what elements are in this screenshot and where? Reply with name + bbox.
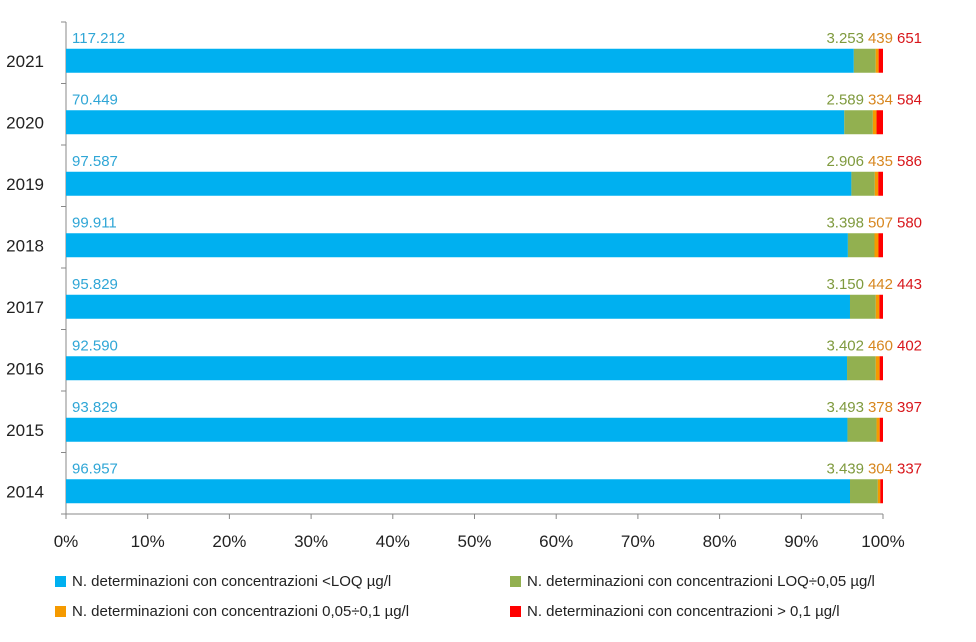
bar-segment-2015-series-2 [847, 417, 877, 442]
bar-segment-2019-series-3 [874, 171, 879, 196]
bar-segment-2014-series-3 [877, 479, 881, 504]
bar-segment-2016-series-1 [66, 356, 848, 381]
data-label-2021-series-2: 3.253 [826, 30, 864, 47]
x-tick-label: 0% [54, 532, 79, 551]
category-label: 2021 [6, 52, 44, 71]
category-label: 2014 [6, 482, 44, 501]
x-tick-label: 50% [457, 532, 491, 551]
bar-segment-2020-series-3 [872, 110, 877, 135]
category-label: 2016 [6, 359, 44, 378]
bar-segment-2021-series-4 [878, 48, 883, 73]
data-label-2018-series-1: 99.911 [72, 214, 117, 231]
data-label-2018-series-3: 507 [868, 214, 893, 231]
bar-segment-2018-series-2 [847, 233, 875, 258]
x-tick-label: 10% [131, 532, 165, 551]
category-label: 2020 [6, 113, 44, 132]
x-tick-label: 20% [212, 532, 246, 551]
x-tick-label: 60% [539, 532, 573, 551]
data-label-2018-series-2: 3.398 [826, 214, 864, 231]
data-label-2015-series-4: 397 [897, 399, 922, 416]
data-label-2017-series-1: 95.829 [72, 276, 118, 293]
data-label-2018-series-4: 580 [897, 214, 922, 231]
data-label-2016-series-1: 92.590 [72, 337, 118, 354]
bar-segment-2018-series-1 [66, 233, 848, 258]
data-label-2016-series-3: 460 [868, 337, 893, 354]
data-label-2019-series-4: 586 [897, 153, 922, 170]
bar-segment-2020-series-2 [844, 110, 873, 135]
data-label-2016-series-4: 402 [897, 337, 922, 354]
data-label-2017-series-4: 443 [897, 276, 922, 293]
data-label-2019-series-1: 97.587 [72, 153, 118, 170]
data-label-2015-series-2: 3.493 [826, 399, 864, 416]
data-label-2016-series-2: 3.402 [826, 337, 864, 354]
bar-segment-2018-series-4 [878, 233, 883, 258]
bar-segment-2017-series-1 [66, 294, 850, 319]
data-label-2020-series-1: 70.449 [72, 91, 118, 108]
bar-segment-2019-series-4 [878, 171, 883, 196]
bar-segment-2014-series-1 [66, 479, 851, 504]
category-label: 2019 [6, 175, 44, 194]
bar-segment-2014-series-2 [850, 479, 878, 504]
bar-segment-2017-series-4 [879, 294, 883, 319]
x-tick-label: 90% [784, 532, 818, 551]
data-label-2020-series-4: 584 [897, 91, 922, 108]
bar-segment-2017-series-2 [849, 294, 876, 319]
bar-segment-2021-series-3 [875, 48, 879, 73]
data-label-2014-series-2: 3.439 [826, 460, 864, 477]
bar-segment-2021-series-2 [853, 48, 876, 73]
category-label: 2017 [6, 298, 44, 317]
bar-segment-2018-series-3 [874, 233, 879, 258]
bar-segment-2015-series-3 [876, 417, 880, 442]
bar-segment-2019-series-1 [66, 171, 852, 196]
bar-segment-2014-series-4 [880, 479, 883, 504]
bar-segment-2016-series-3 [875, 356, 880, 381]
bar-segment-2015-series-1 [66, 417, 848, 442]
data-label-2015-series-1: 93.829 [72, 399, 118, 416]
bar-segment-2020-series-1 [66, 110, 845, 135]
bar-segment-2016-series-2 [847, 356, 876, 381]
data-label-2014-series-4: 337 [897, 460, 922, 477]
category-label: 2015 [6, 421, 44, 440]
data-label-2021-series-4: 651 [897, 30, 922, 47]
bar-segment-2019-series-2 [851, 171, 875, 196]
data-label-2021-series-1: 117.212 [72, 30, 125, 47]
bar-segment-2016-series-4 [879, 356, 883, 381]
x-tick-label: 100% [861, 532, 904, 551]
bar-segment-2021-series-1 [66, 48, 854, 73]
x-tick-label: 40% [376, 532, 410, 551]
data-label-2015-series-3: 378 [868, 399, 893, 416]
data-label-2014-series-1: 96.957 [72, 460, 118, 477]
x-tick-label: 70% [621, 532, 655, 551]
bar-segment-2017-series-3 [875, 294, 880, 319]
x-tick-label: 30% [294, 532, 328, 551]
data-label-2017-series-3: 442 [868, 276, 893, 293]
x-tick-label: 80% [703, 532, 737, 551]
data-label-2020-series-2: 2.589 [826, 91, 864, 108]
data-label-2020-series-3: 334 [868, 91, 893, 108]
category-label: 2018 [6, 236, 44, 255]
bar-segment-2020-series-4 [876, 110, 883, 135]
data-label-2019-series-2: 2.906 [826, 153, 864, 170]
bar-segment-2015-series-4 [879, 417, 883, 442]
data-label-2014-series-3: 304 [868, 460, 893, 477]
data-label-2017-series-2: 3.150 [826, 276, 864, 293]
data-label-2021-series-3: 439 [868, 30, 893, 47]
data-label-2019-series-3: 435 [868, 153, 893, 170]
